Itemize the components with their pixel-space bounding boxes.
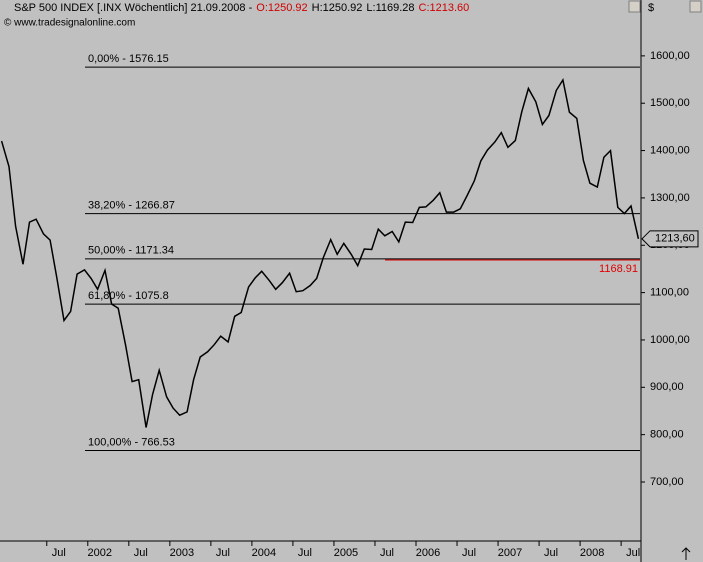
y-tick-label: 800,00	[650, 429, 684, 441]
x-tick-label: Jul	[544, 547, 558, 559]
chart-title: S&P 500 INDEX [.INX Wöchentlich] 21.09.2…	[14, 2, 469, 14]
y-tick-label: 900,00	[650, 381, 684, 393]
x-tick-label: Jul	[134, 547, 148, 559]
x-tick-label: Jul	[626, 547, 640, 559]
x-tick-label: Jul	[380, 547, 394, 559]
y-tick-label: 700,00	[650, 476, 684, 488]
last-price-box	[641, 230, 699, 248]
x-tick-label: 2002	[88, 547, 112, 559]
fib-label: 61,80% - 1075.8	[88, 290, 169, 302]
fib-label: 100,00% - 766.53	[88, 436, 175, 448]
x-tick-label: 2006	[416, 547, 440, 559]
currency: $	[648, 2, 654, 14]
fib-label: 0,00% - 1576.15	[88, 53, 169, 65]
ohlc-value: H:1250.92	[312, 2, 363, 14]
x-tick-label: Jul	[216, 547, 230, 559]
y-tick-label: 1500,00	[650, 97, 690, 109]
x-tick-label: 2007	[498, 547, 522, 559]
x-tick-label: 2003	[170, 547, 194, 559]
x-tick-label: Jul	[52, 547, 66, 559]
ohlc-value: O:1250.92	[256, 2, 307, 14]
last-price-label: 1213,60	[655, 233, 695, 245]
ohlc-value: C:1213.60	[419, 2, 470, 14]
x-tick-label: 2004	[252, 547, 276, 559]
x-tick-label: Jul	[298, 547, 312, 559]
x-tick-label: 2008	[580, 547, 604, 559]
copyright: © www.tradesignalonline.com	[4, 18, 135, 29]
scroll-arrow[interactable]	[681, 547, 691, 560]
y-tick-label: 1400,00	[650, 144, 690, 156]
y-tick-label: 1600,00	[650, 50, 690, 62]
y-tick-label: 1300,00	[650, 192, 690, 204]
scroll-button[interactable]	[689, 0, 702, 13]
y-tick-label: 1000,00	[650, 334, 690, 346]
x-tick-label: Jul	[462, 547, 476, 559]
x-tick-label: 2005	[334, 547, 358, 559]
support-label: 1168.91	[599, 263, 638, 275]
fib-label: 50,00% - 1171.34	[88, 245, 174, 257]
scroll-button[interactable]	[628, 0, 641, 13]
fib-label: 38,20% - 1266.87	[88, 200, 175, 212]
ohlc-value: L:1169.28	[366, 2, 414, 14]
price-line	[0, 78, 640, 428]
title: S&P 500 INDEX [.INX Wöchentlich] 21.09.2…	[14, 2, 253, 14]
y-tick-label: 1100,00	[650, 287, 689, 299]
